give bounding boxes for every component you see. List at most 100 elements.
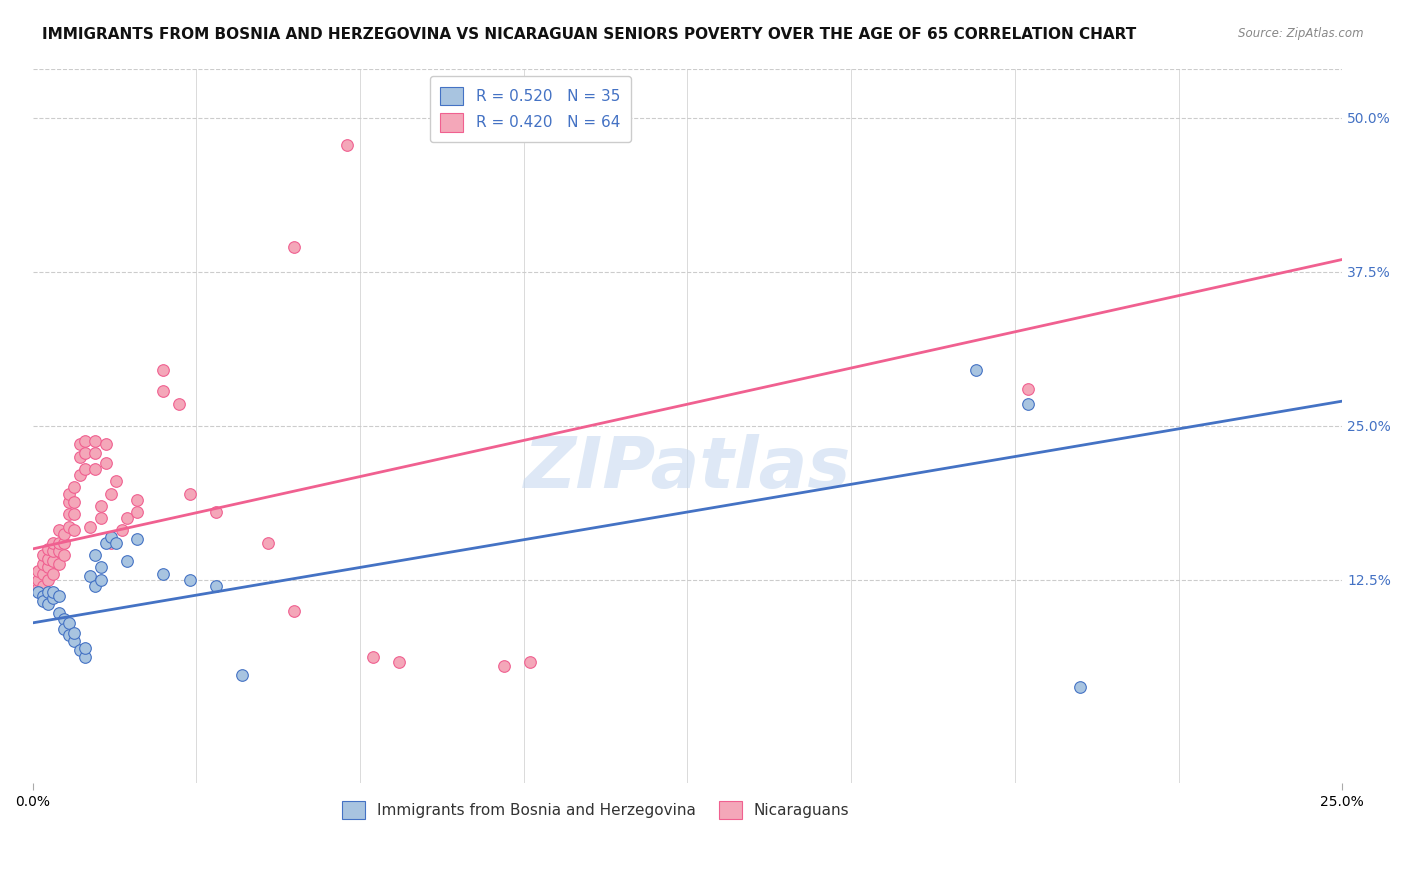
Point: [1017, 382, 1039, 396]
Point: [492, 659, 515, 673]
Point: [63, 495, 86, 509]
Point: [152, 363, 174, 377]
Point: [69, 437, 91, 451]
Point: [152, 384, 174, 399]
Point: [90, 573, 112, 587]
Point: [84, 446, 107, 460]
Point: [37, 551, 59, 566]
Point: [58, 520, 80, 534]
Point: [84, 434, 107, 448]
Point: [115, 511, 138, 525]
Point: [94, 437, 117, 451]
Point: [127, 492, 149, 507]
Point: [63, 625, 86, 640]
Point: [115, 554, 138, 568]
Point: [27, 582, 49, 596]
Point: [100, 530, 122, 544]
Point: [105, 536, 128, 550]
Point: [69, 450, 91, 464]
Point: [48, 606, 70, 620]
Text: Source: ZipAtlas.com: Source: ZipAtlas.com: [1239, 27, 1364, 40]
Point: [48, 536, 70, 550]
Point: [90, 511, 112, 525]
Point: [73, 446, 96, 460]
Point: [58, 495, 80, 509]
Point: [42, 566, 65, 581]
Point: [37, 560, 59, 574]
Point: [179, 486, 201, 500]
Point: [58, 508, 80, 522]
Point: [42, 536, 65, 550]
Point: [84, 548, 107, 562]
Point: [32, 589, 55, 603]
Point: [52, 536, 75, 550]
Point: [283, 240, 305, 254]
Point: [179, 573, 201, 587]
Point: [519, 656, 541, 670]
Point: [84, 579, 107, 593]
Point: [32, 548, 55, 562]
Point: [167, 396, 190, 410]
Point: [127, 532, 149, 546]
Point: [48, 544, 70, 558]
Point: [105, 474, 128, 488]
Point: [152, 566, 174, 581]
Point: [37, 541, 59, 556]
Point: [27, 585, 49, 599]
Point: [127, 505, 149, 519]
Point: [361, 650, 384, 665]
Point: [32, 593, 55, 607]
Point: [283, 603, 305, 617]
Point: [42, 544, 65, 558]
Point: [58, 628, 80, 642]
Point: [32, 579, 55, 593]
Point: [63, 634, 86, 648]
Point: [965, 363, 987, 377]
Point: [48, 524, 70, 538]
Point: [90, 560, 112, 574]
Point: [205, 579, 228, 593]
Point: [69, 468, 91, 483]
Point: [100, 486, 122, 500]
Point: [336, 137, 359, 152]
Point: [73, 640, 96, 655]
Point: [1017, 396, 1039, 410]
Point: [52, 527, 75, 541]
Point: [110, 524, 132, 538]
Point: [37, 585, 59, 599]
Point: [37, 598, 59, 612]
Point: [69, 643, 91, 657]
Point: [73, 650, 96, 665]
Point: [94, 536, 117, 550]
Point: [231, 667, 253, 681]
Point: [63, 480, 86, 494]
Point: [58, 486, 80, 500]
Legend: Immigrants from Bosnia and Herzegovina, Nicaraguans: Immigrants from Bosnia and Herzegovina, …: [336, 795, 856, 825]
Point: [79, 569, 101, 583]
Point: [1069, 680, 1091, 694]
Point: [32, 566, 55, 581]
Point: [52, 612, 75, 626]
Point: [48, 589, 70, 603]
Point: [37, 573, 59, 587]
Text: IMMIGRANTS FROM BOSNIA AND HERZEGOVINA VS NICARAGUAN SENIORS POVERTY OVER THE AG: IMMIGRANTS FROM BOSNIA AND HERZEGOVINA V…: [42, 27, 1136, 42]
Point: [90, 499, 112, 513]
Point: [58, 615, 80, 630]
Point: [94, 456, 117, 470]
Point: [84, 462, 107, 476]
Point: [32, 557, 55, 571]
Point: [42, 554, 65, 568]
Point: [63, 508, 86, 522]
Point: [42, 591, 65, 606]
Point: [205, 505, 228, 519]
Point: [73, 462, 96, 476]
Point: [388, 656, 411, 670]
Point: [27, 573, 49, 587]
Point: [257, 536, 280, 550]
Point: [79, 520, 101, 534]
Point: [52, 548, 75, 562]
Point: [63, 524, 86, 538]
Point: [27, 564, 49, 578]
Point: [52, 622, 75, 636]
Point: [73, 434, 96, 448]
